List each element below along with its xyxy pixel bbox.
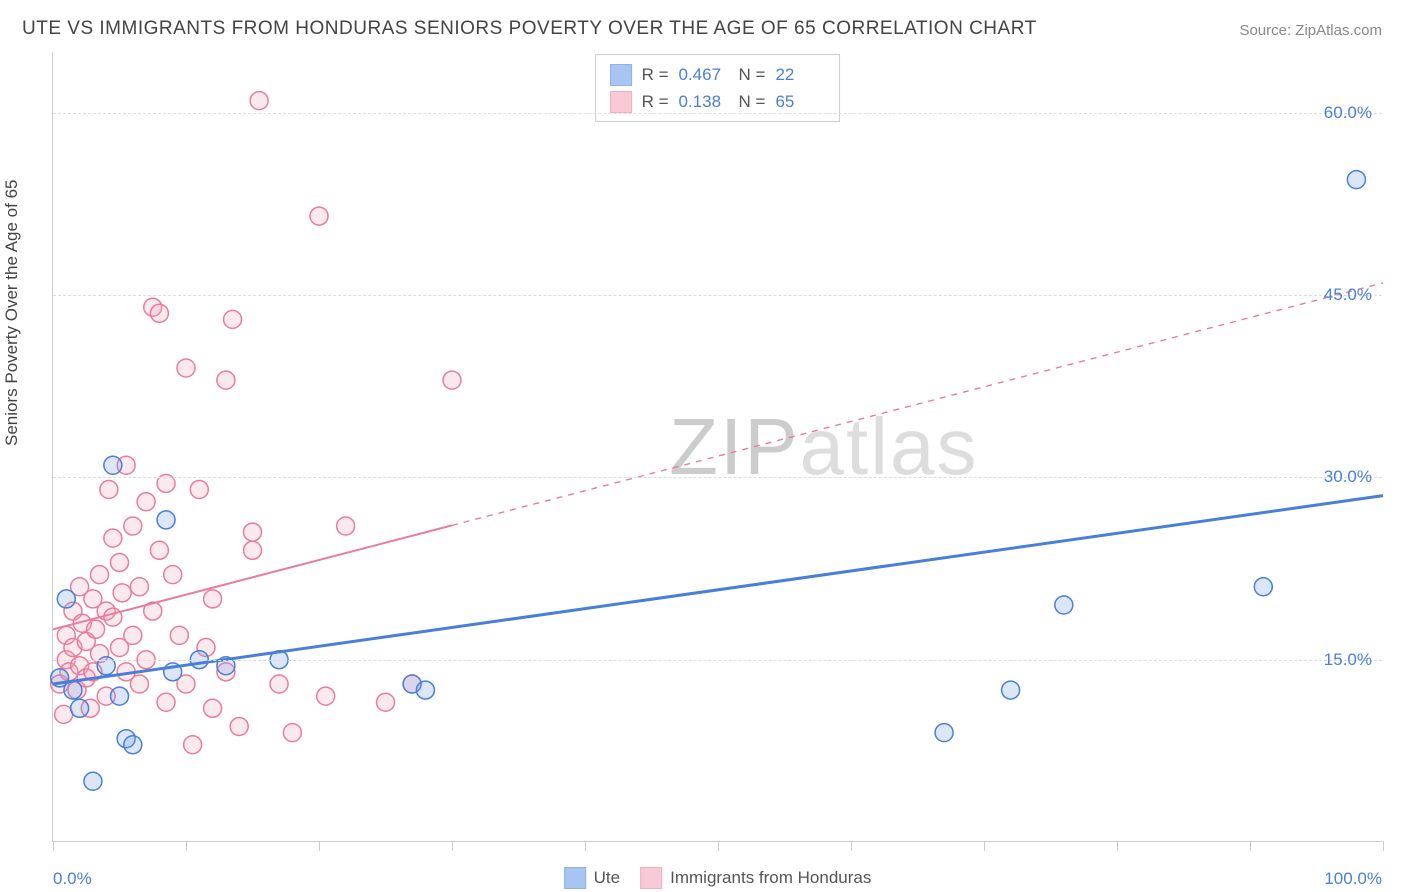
scatter-point-ute xyxy=(1254,578,1272,596)
y-tick-label: 30.0% xyxy=(1324,467,1372,487)
scatter-point-honduras xyxy=(217,371,235,389)
scatter-point-honduras xyxy=(443,371,461,389)
scatter-point-honduras xyxy=(104,529,122,547)
x-tick xyxy=(585,841,586,851)
swatch-honduras xyxy=(610,91,632,113)
scatter-point-honduras xyxy=(224,310,242,328)
scatter-point-honduras xyxy=(104,608,122,626)
correlation-chart: UTE VS IMMIGRANTS FROM HONDURAS SENIORS … xyxy=(0,0,1406,892)
scatter-point-ute xyxy=(1055,596,1073,614)
scatter-point-honduras xyxy=(150,541,168,559)
n-label-honduras: N = xyxy=(739,88,766,115)
scatter-point-ute xyxy=(416,681,434,699)
scatter-point-honduras xyxy=(244,523,262,541)
scatter-point-honduras xyxy=(91,566,109,584)
r-value-ute: 0.467 xyxy=(679,61,729,88)
scatter-point-honduras xyxy=(184,736,202,754)
gridline-y xyxy=(53,113,1382,114)
legend-bottom: Ute Immigrants from Honduras xyxy=(564,867,872,889)
scatter-point-honduras xyxy=(377,693,395,711)
scatter-point-honduras xyxy=(204,699,222,717)
y-tick-label: 15.0% xyxy=(1324,650,1372,670)
scatter-point-honduras xyxy=(164,566,182,584)
scatter-point-ute xyxy=(111,687,129,705)
scatter-point-honduras xyxy=(124,517,142,535)
legend-swatch-ute xyxy=(564,867,586,889)
stats-row-ute: R = 0.467 N = 22 xyxy=(610,61,826,88)
chart-title: UTE VS IMMIGRANTS FROM HONDURAS SENIORS … xyxy=(22,18,1037,40)
y-tick-label: 60.0% xyxy=(1324,103,1372,123)
scatter-point-honduras xyxy=(113,584,131,602)
scatter-point-honduras xyxy=(124,626,142,644)
x-tick-label: 0.0% xyxy=(53,869,92,889)
trendline-dashed-honduras xyxy=(452,283,1383,525)
gridline-y xyxy=(53,477,1382,478)
legend-label-honduras: Immigrants from Honduras xyxy=(670,868,871,888)
scatter-point-honduras xyxy=(190,481,208,499)
scatter-point-ute xyxy=(57,590,75,608)
scatter-point-honduras xyxy=(100,481,118,499)
x-tick xyxy=(186,841,187,851)
scatter-point-honduras xyxy=(204,590,222,608)
x-tick xyxy=(1250,841,1251,851)
plot-area: ZIPatlas R = 0.467 N = 22 R = 0.138 N = … xyxy=(52,52,1382,842)
n-value-ute: 22 xyxy=(775,61,825,88)
scatter-point-honduras xyxy=(111,553,129,571)
scatter-point-honduras xyxy=(283,724,301,742)
n-value-honduras: 65 xyxy=(775,88,825,115)
scatter-point-ute xyxy=(157,511,175,529)
scatter-point-ute xyxy=(84,772,102,790)
gridline-y xyxy=(53,660,1382,661)
x-tick xyxy=(718,841,719,851)
scatter-point-honduras xyxy=(170,626,188,644)
stats-row-honduras: R = 0.138 N = 65 xyxy=(610,88,826,115)
scatter-point-ute xyxy=(1347,171,1365,189)
scatter-point-ute xyxy=(124,736,142,754)
scatter-point-ute xyxy=(64,681,82,699)
legend-swatch-honduras xyxy=(640,867,662,889)
scatter-point-honduras xyxy=(270,675,288,693)
x-tick xyxy=(1117,841,1118,851)
scatter-point-honduras xyxy=(87,620,105,638)
x-tick xyxy=(851,841,852,851)
r-value-honduras: 0.138 xyxy=(679,88,729,115)
legend-label-ute: Ute xyxy=(594,868,620,888)
scatter-point-honduras xyxy=(130,578,148,596)
scatter-point-honduras xyxy=(244,541,262,559)
y-tick-label: 45.0% xyxy=(1324,285,1372,305)
scatter-point-honduras xyxy=(337,517,355,535)
scatter-point-honduras xyxy=(157,693,175,711)
scatter-point-ute xyxy=(1002,681,1020,699)
x-tick xyxy=(53,841,54,851)
r-label-honduras: R = xyxy=(642,88,669,115)
scatter-point-honduras xyxy=(177,359,195,377)
scatter-point-honduras xyxy=(317,687,335,705)
x-tick-label: 100.0% xyxy=(1324,869,1382,889)
swatch-ute xyxy=(610,64,632,86)
r-label-ute: R = xyxy=(642,61,669,88)
x-tick xyxy=(984,841,985,851)
scatter-point-honduras xyxy=(310,207,328,225)
scatter-point-honduras xyxy=(250,92,268,110)
scatter-point-honduras xyxy=(150,304,168,322)
gridline-y xyxy=(53,295,1382,296)
legend-item-ute: Ute xyxy=(564,867,620,889)
n-label-ute: N = xyxy=(739,61,766,88)
scatter-point-ute xyxy=(71,699,89,717)
scatter-point-honduras xyxy=(137,493,155,511)
x-tick xyxy=(319,841,320,851)
chart-source: Source: ZipAtlas.com xyxy=(1239,22,1382,39)
y-axis-label: Seniors Poverty Over the Age of 65 xyxy=(2,180,22,446)
x-tick xyxy=(452,841,453,851)
scatter-point-ute xyxy=(104,456,122,474)
x-tick xyxy=(1383,841,1384,851)
scatter-point-ute xyxy=(935,724,953,742)
scatter-point-honduras xyxy=(230,718,248,736)
legend-item-honduras: Immigrants from Honduras xyxy=(640,867,871,889)
scatter-point-honduras xyxy=(130,675,148,693)
plot-svg xyxy=(53,52,1382,841)
